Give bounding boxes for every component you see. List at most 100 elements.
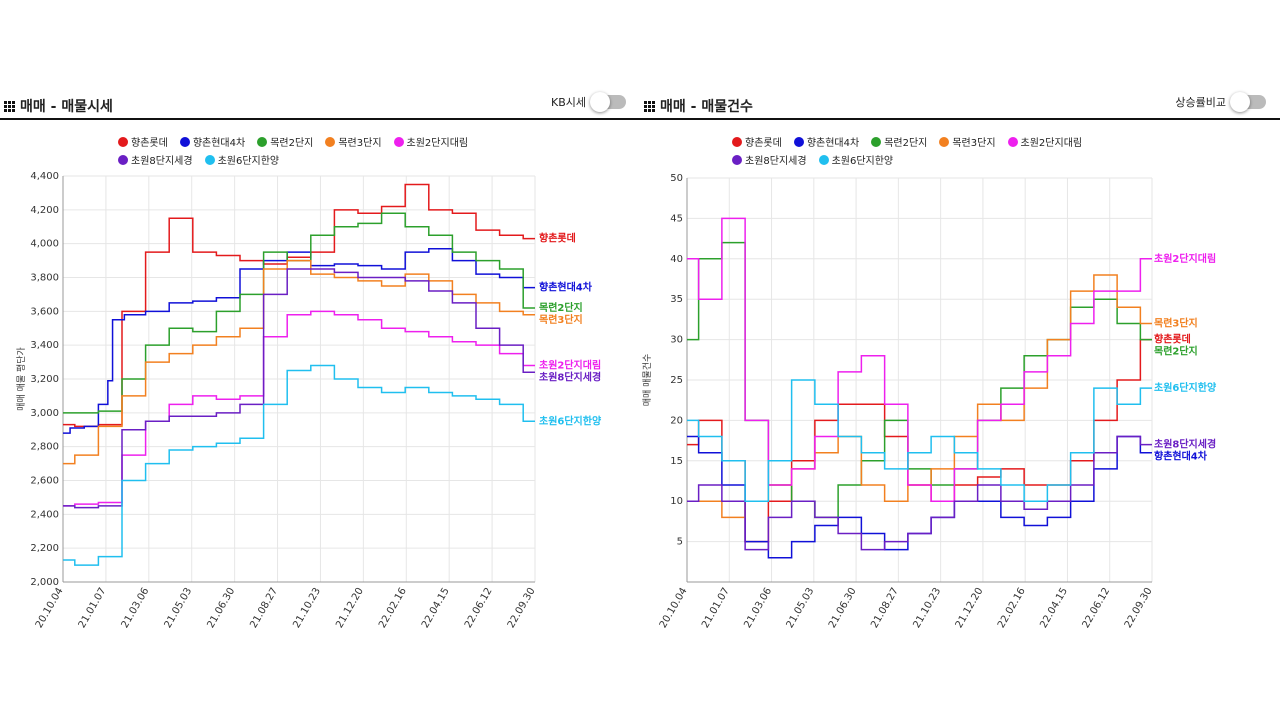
series-line — [687, 435, 1152, 551]
legend-item[interactable]: 향촌롯데 — [732, 134, 782, 149]
series-line — [63, 212, 535, 414]
y-axis-label: 매매 매물 평단가 — [16, 347, 27, 411]
toggle-knob[interactable] — [1230, 92, 1250, 112]
legend-label: 향촌현대4차 — [806, 138, 860, 149]
legend-label: 초원2단지대림 — [406, 138, 469, 149]
y-tick-label: 10 — [670, 496, 683, 507]
y-tick-label: 3,400 — [30, 340, 59, 351]
x-tick-label: 20.10.04 — [658, 586, 690, 628]
legend-label: 목련3단지 — [338, 138, 382, 149]
x-tick-label: 22.06.12 — [463, 586, 495, 628]
series-end-label: 목련3단지 — [1154, 316, 1198, 329]
legend-dot-icon — [325, 136, 336, 147]
legend-label: 향촌현대4차 — [192, 138, 246, 149]
legend-dot-icon — [818, 154, 829, 165]
price-panel: 매매 - 매물시세 KB시세 향촌롯데 향촌현대4차 목련2단지 목련3단지 초원2단지… — [0, 88, 640, 628]
series-end-label: 초원8단지세경 — [539, 370, 601, 383]
legend-item[interactable]: 초원6단지한양 — [204, 152, 280, 167]
legend-dot-icon — [118, 136, 128, 147]
growth-compare-toggle[interactable] — [1230, 92, 1266, 112]
price-panel-title-text: 매매 - 매물시세 — [20, 99, 113, 115]
x-tick-label: 21.08.27 — [869, 586, 901, 628]
legend-item[interactable]: 초원8단지세경 — [732, 152, 807, 167]
kb-price-toggle[interactable] — [590, 92, 626, 112]
y-tick-label: 5 — [677, 537, 683, 548]
count-panel-header: 매매 - 매물건수 상승률비교 — [640, 88, 1280, 120]
grid-menu-icon[interactable] — [4, 100, 15, 112]
legend-dot-icon — [1007, 136, 1018, 147]
legend-label: 초원8단지세경 — [745, 156, 807, 167]
y-tick-label: 4,200 — [30, 205, 59, 216]
series-end-label: 초원6단지한양 — [539, 414, 602, 427]
series-line — [687, 435, 1152, 559]
legend-item[interactable]: 초원2단지대림 — [1007, 134, 1083, 149]
series-line — [687, 217, 1152, 502]
y-tick-label: 35 — [670, 294, 683, 305]
legend-dot-icon — [204, 154, 215, 165]
x-tick-label: 20.10.04 — [34, 586, 66, 628]
legend-label: 초원6단지한양 — [831, 156, 894, 167]
series-end-label: 초원8단지세경 — [1154, 438, 1216, 451]
legend-item[interactable]: 초원8단지세경 — [118, 152, 193, 167]
price-panel-header: 매매 - 매물시세 KB시세 — [0, 88, 640, 120]
x-tick-label: 21.10.23 — [911, 586, 943, 628]
series-line — [63, 247, 535, 434]
toggle-knob[interactable] — [590, 92, 610, 112]
y-tick-label: 2,000 — [30, 577, 59, 588]
y-tick-label: 45 — [670, 213, 683, 224]
x-tick-label: 21.12.20 — [954, 586, 986, 628]
legend-dot-icon — [118, 154, 128, 165]
series-line — [687, 379, 1152, 502]
x-tick-label: 21.01.07 — [700, 586, 732, 628]
y-tick-label: 2,800 — [30, 442, 59, 453]
grid-menu-icon[interactable] — [644, 100, 655, 112]
legend-item[interactable]: 목련2단지 — [257, 134, 313, 149]
y-tick-label: 30 — [670, 335, 683, 346]
series-end-label: 초원2단지대림 — [1154, 252, 1216, 265]
x-tick-label: 22.02.16 — [996, 586, 1028, 628]
y-tick-label: 25 — [670, 375, 683, 386]
y-tick-label: 15 — [670, 456, 683, 467]
x-tick-label: 22.04.15 — [420, 586, 452, 628]
legend-dot-icon — [732, 154, 742, 165]
y-tick-label: 3,200 — [30, 374, 59, 385]
series-line — [63, 364, 535, 566]
y-tick-label: 2,600 — [30, 476, 59, 487]
legend-item[interactable]: 향촌롯데 — [118, 134, 168, 149]
series-end-label: 향촌현대4차 — [539, 281, 593, 294]
y-tick-label: 4,000 — [30, 239, 59, 250]
y-tick-label: 2,200 — [30, 543, 59, 554]
series-end-label: 향촌롯데 — [1154, 333, 1191, 346]
legend-item[interactable]: 목련3단지 — [939, 134, 996, 149]
series-end-label: 목련2단지 — [1154, 345, 1198, 358]
legend-dot-icon — [179, 136, 190, 147]
series-end-label: 초원6단지한양 — [1154, 381, 1217, 394]
series-end-label: 초원2단지대림 — [539, 358, 601, 371]
legend-item[interactable]: 목련3단지 — [325, 134, 382, 149]
legend-dot-icon — [939, 136, 950, 147]
x-tick-label: 21.06.30 — [205, 586, 237, 628]
series-line — [63, 268, 535, 509]
kb-price-toggle-group: KB시세 — [551, 92, 626, 112]
x-tick-label: 22.06.12 — [1081, 586, 1113, 628]
legend-item[interactable]: 목련2단지 — [871, 134, 927, 149]
legend-label: 초원6단지한양 — [217, 156, 280, 167]
legend-label: 초원2단지대림 — [1020, 138, 1083, 149]
count-panel-title: 매매 - 매물건수 — [644, 96, 753, 116]
x-tick-label: 21.10.23 — [291, 586, 323, 628]
legend-item[interactable]: 초원6단지한양 — [818, 152, 894, 167]
count-panel-title-text: 매매 - 매물건수 — [660, 99, 753, 115]
y-tick-label: 3,000 — [30, 408, 59, 419]
legend-dot-icon — [732, 136, 742, 147]
y-tick-label: 3,800 — [30, 273, 59, 284]
x-tick-label: 22.09.30 — [506, 586, 538, 628]
series-line — [687, 274, 1152, 519]
y-tick-label: 40 — [670, 254, 683, 265]
legend-item[interactable]: 향촌현대4차 — [793, 134, 860, 149]
growth-compare-toggle-group: 상승률비교 — [1175, 92, 1266, 112]
legend-item[interactable]: 향촌현대4차 — [179, 134, 246, 149]
legend-label: 향촌롯데 — [745, 138, 782, 149]
legend-item[interactable]: 초원2단지대림 — [393, 134, 469, 149]
